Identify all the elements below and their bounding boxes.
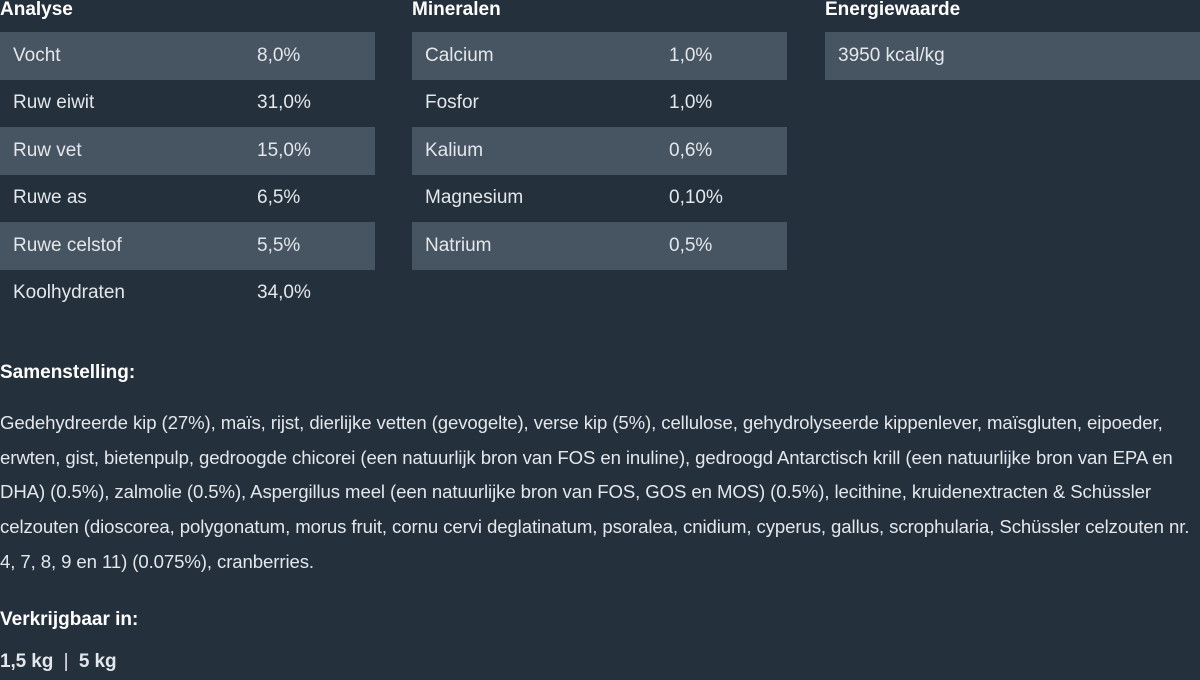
availability: Verkrijgbaar in: 1,5 kg | 5 kg <box>0 609 1200 675</box>
table-row: Ruwe celstof 5,5% <box>0 222 375 270</box>
row-value: 34,0% <box>257 282 311 304</box>
table-row: Magnesium 0,10% <box>412 175 787 223</box>
table-title: Analyse <box>0 0 73 20</box>
sizes: 1,5 kg | 5 kg <box>0 649 1200 675</box>
composition-title: Samenstelling: <box>0 362 136 383</box>
table: Mineralen Calcium 1,0% Fosfor 1,0% Kalium 0,6%… <box>412 0 787 270</box>
row-label: Ruw vet <box>13 139 82 161</box>
size: 1,5 kg <box>0 651 54 672</box>
row-value: 15,0% <box>257 139 311 161</box>
table: Analyse Vocht 8,0% Ruw eiwit 31,0% Ruw vet 15,… <box>0 0 375 317</box>
table-title: Mineralen <box>412 0 501 20</box>
row-label: Calcium <box>425 44 494 66</box>
row-label: Ruwe as <box>13 187 87 209</box>
row-label: Koolhydraten <box>13 282 125 304</box>
table-row: Koolhydraten 34,0% <box>0 270 375 318</box>
table-row: Natrium 0,5% <box>412 222 787 270</box>
row-label: Fosfor <box>425 92 479 114</box>
row-value: 1,0% <box>669 44 713 66</box>
size: 5 kg <box>78 651 117 672</box>
row-value: 6,5% <box>257 187 301 209</box>
row-value: 5,5% <box>257 234 301 256</box>
composition-text: Gedehydreerde kip (27%), maïs, rijst, di… <box>0 412 1190 572</box>
table-row: Kalium 0,6% <box>412 127 787 175</box>
row-value: 8,0% <box>257 44 301 66</box>
table: Energiewaarde 3950 kcal/kg <box>825 0 1200 80</box>
table-row: Ruw vet 15,0% <box>0 127 375 175</box>
table-row: Calcium 1,0% <box>412 32 787 80</box>
row-label: Ruw eiwit <box>13 92 95 114</box>
table-title: Energiewaarde <box>825 0 961 20</box>
row-label: Ruwe celstof <box>13 234 122 256</box>
availability-title: Verkrijgbaar in: <box>0 609 139 630</box>
row-label: 3950 kcal/kg <box>838 44 945 66</box>
table-row: 3950 kcal/kg <box>825 32 1200 80</box>
row-value: 0,6% <box>669 139 713 161</box>
table-row: Ruw eiwit 31,0% <box>0 80 375 128</box>
table-row: Vocht 8,0% <box>0 32 375 80</box>
separator: | <box>53 651 79 672</box>
row-label: Magnesium <box>425 187 524 209</box>
row-value: 1,0% <box>669 92 713 114</box>
composition: Samenstelling: Gedehydreerde kip (27%), … <box>0 362 1200 580</box>
table-row: Fosfor 1,0% <box>412 80 787 128</box>
row-label: Kalium <box>425 139 484 161</box>
row-value: 0,5% <box>669 234 713 256</box>
row-value: 31,0% <box>257 92 311 114</box>
table-row: Ruwe as 6,5% <box>0 175 375 223</box>
row-label: Natrium <box>425 234 492 256</box>
row-value: 0,10% <box>669 187 723 209</box>
row-label: Vocht <box>13 44 61 66</box>
